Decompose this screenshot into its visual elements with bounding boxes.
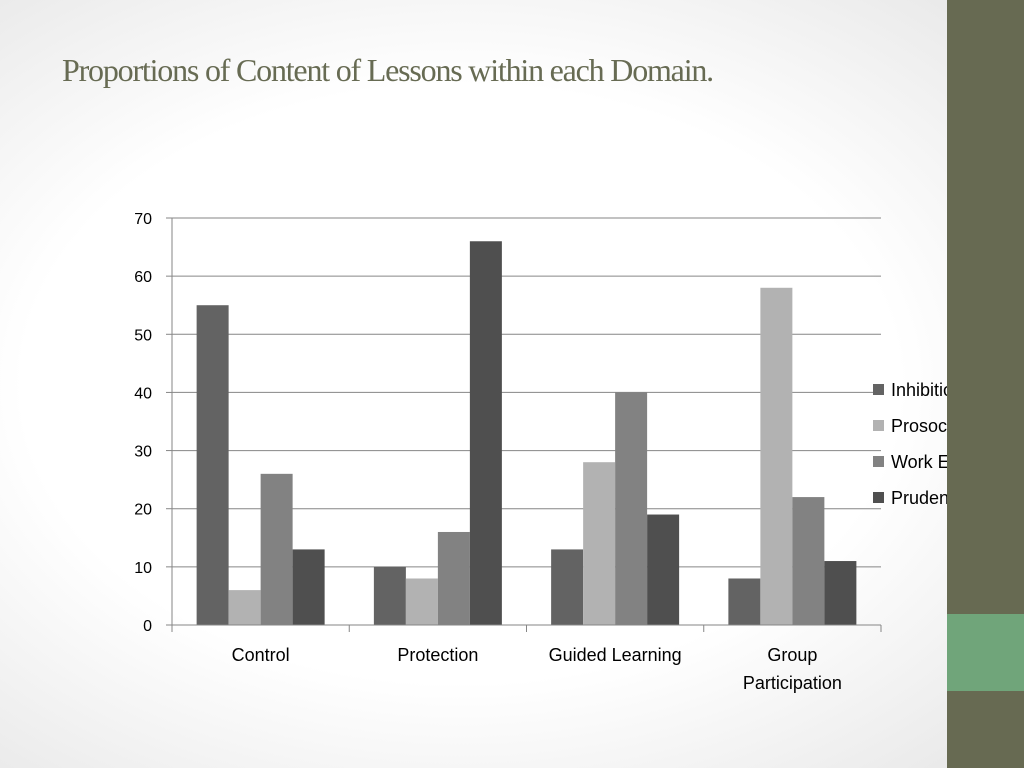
x-axis-labels: Control Protection Guided Learning Group Par… — [232, 645, 842, 693]
bar — [792, 497, 825, 625]
legend-label: Work Ethic — [891, 452, 947, 472]
y-tick-label: 60 — [134, 269, 152, 286]
legend-label: Prosocial — [891, 416, 947, 436]
bar — [615, 392, 648, 625]
bar — [583, 462, 616, 625]
y-tick-label: 10 — [134, 560, 152, 577]
legend-swatch — [873, 384, 884, 395]
side-accent-block — [947, 614, 1024, 691]
legend-swatch — [873, 492, 884, 503]
x-category-label: Group Participation — [743, 645, 842, 693]
bar — [728, 578, 761, 625]
chart: 0 10 20 30 40 50 60 70 Control Protection Guided … — [134, 211, 947, 693]
legend-label: Inhibition — [891, 380, 947, 400]
axes — [171, 218, 882, 632]
bar — [196, 305, 229, 625]
y-tick-label: 0 — [143, 618, 152, 635]
bar — [373, 566, 406, 625]
bars — [196, 241, 857, 625]
bar — [228, 590, 261, 625]
bar — [551, 549, 584, 625]
bar — [437, 531, 470, 625]
bar — [292, 549, 325, 625]
y-tick-label: 70 — [134, 211, 152, 228]
bar — [260, 473, 293, 625]
bar — [405, 578, 438, 625]
slide-title: Proportions of Content of Lessons within… — [62, 52, 714, 88]
bar — [824, 561, 857, 625]
legend-swatch — [873, 420, 884, 431]
x-category-label: Control — [232, 645, 290, 665]
y-tick-label: 20 — [134, 502, 152, 519]
legend: Inhibition Prosocial Work Ethic Prudential — [873, 380, 947, 508]
y-tick-label: 50 — [134, 327, 152, 344]
x-category-label: Protection — [397, 645, 478, 665]
bar — [760, 287, 793, 625]
x-category-label: Guided Learning — [549, 645, 682, 665]
y-tick-label: 30 — [134, 444, 152, 461]
legend-label: Prudential — [891, 488, 947, 508]
y-tick-label: 40 — [134, 385, 152, 402]
y-axis-ticks: 0 10 20 30 40 50 60 70 — [134, 211, 172, 635]
bar — [469, 241, 502, 625]
bar — [647, 514, 680, 625]
legend-swatch — [873, 456, 884, 467]
